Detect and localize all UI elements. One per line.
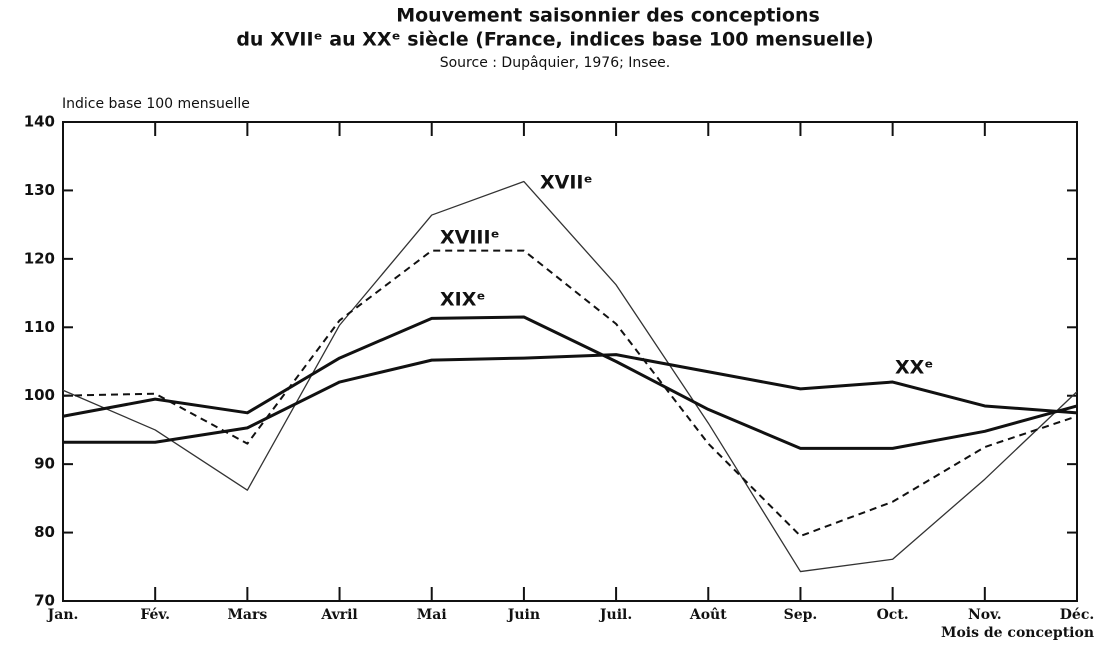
x-tick-label: Août [689,607,727,623]
series-line [63,353,1078,444]
x-tick-label: Fév. [140,607,170,623]
x-tick-label: Déc. [1060,607,1094,623]
x-tick-label: Mars [227,607,267,623]
y-tick-label: 140 [24,113,55,131]
x-tick-label: Juin [506,607,540,623]
series-label: XVIIIᵉ [440,227,500,249]
y-tick-label: 100 [24,386,55,404]
chart-subtitle: du XVIIᵉ au XXᵉ siècle (France, indices … [236,29,873,51]
y-tick-label: 130 [24,181,55,199]
x-axis-label: Mois de conception [941,625,1094,641]
y-tick-label: 90 [34,455,55,473]
series-line [62,315,1078,450]
x-tick-label: Oct. [877,607,909,623]
x-tick-label: Avril [320,607,357,623]
y-axis-label: Indice base 100 mensuelle [62,96,250,112]
y-tick-label: 80 [34,523,55,541]
x-tick-label: Jan. [46,607,79,623]
series-label: XIXᵉ [440,289,485,311]
y-tick-label: 110 [24,318,55,336]
x-tick-label: Sep. [784,607,818,623]
plot-frame [62,121,1078,602]
series-line [62,180,1078,573]
x-tick-label: Juil. [598,607,632,623]
y-tick-label: 70 [34,592,55,610]
x-tick-label: Mai [417,607,447,623]
x-tick-label: Nov. [968,607,1002,623]
series-label: XVIIᵉ [540,172,593,194]
series-line [62,249,1078,537]
chart-title: Mouvement saisonnier des conceptions [396,5,820,27]
series-label: XXᵉ [895,357,933,379]
y-tick-label: 120 [24,249,55,267]
source: Source : Dupâquier, 1976; Insee. [440,55,671,71]
